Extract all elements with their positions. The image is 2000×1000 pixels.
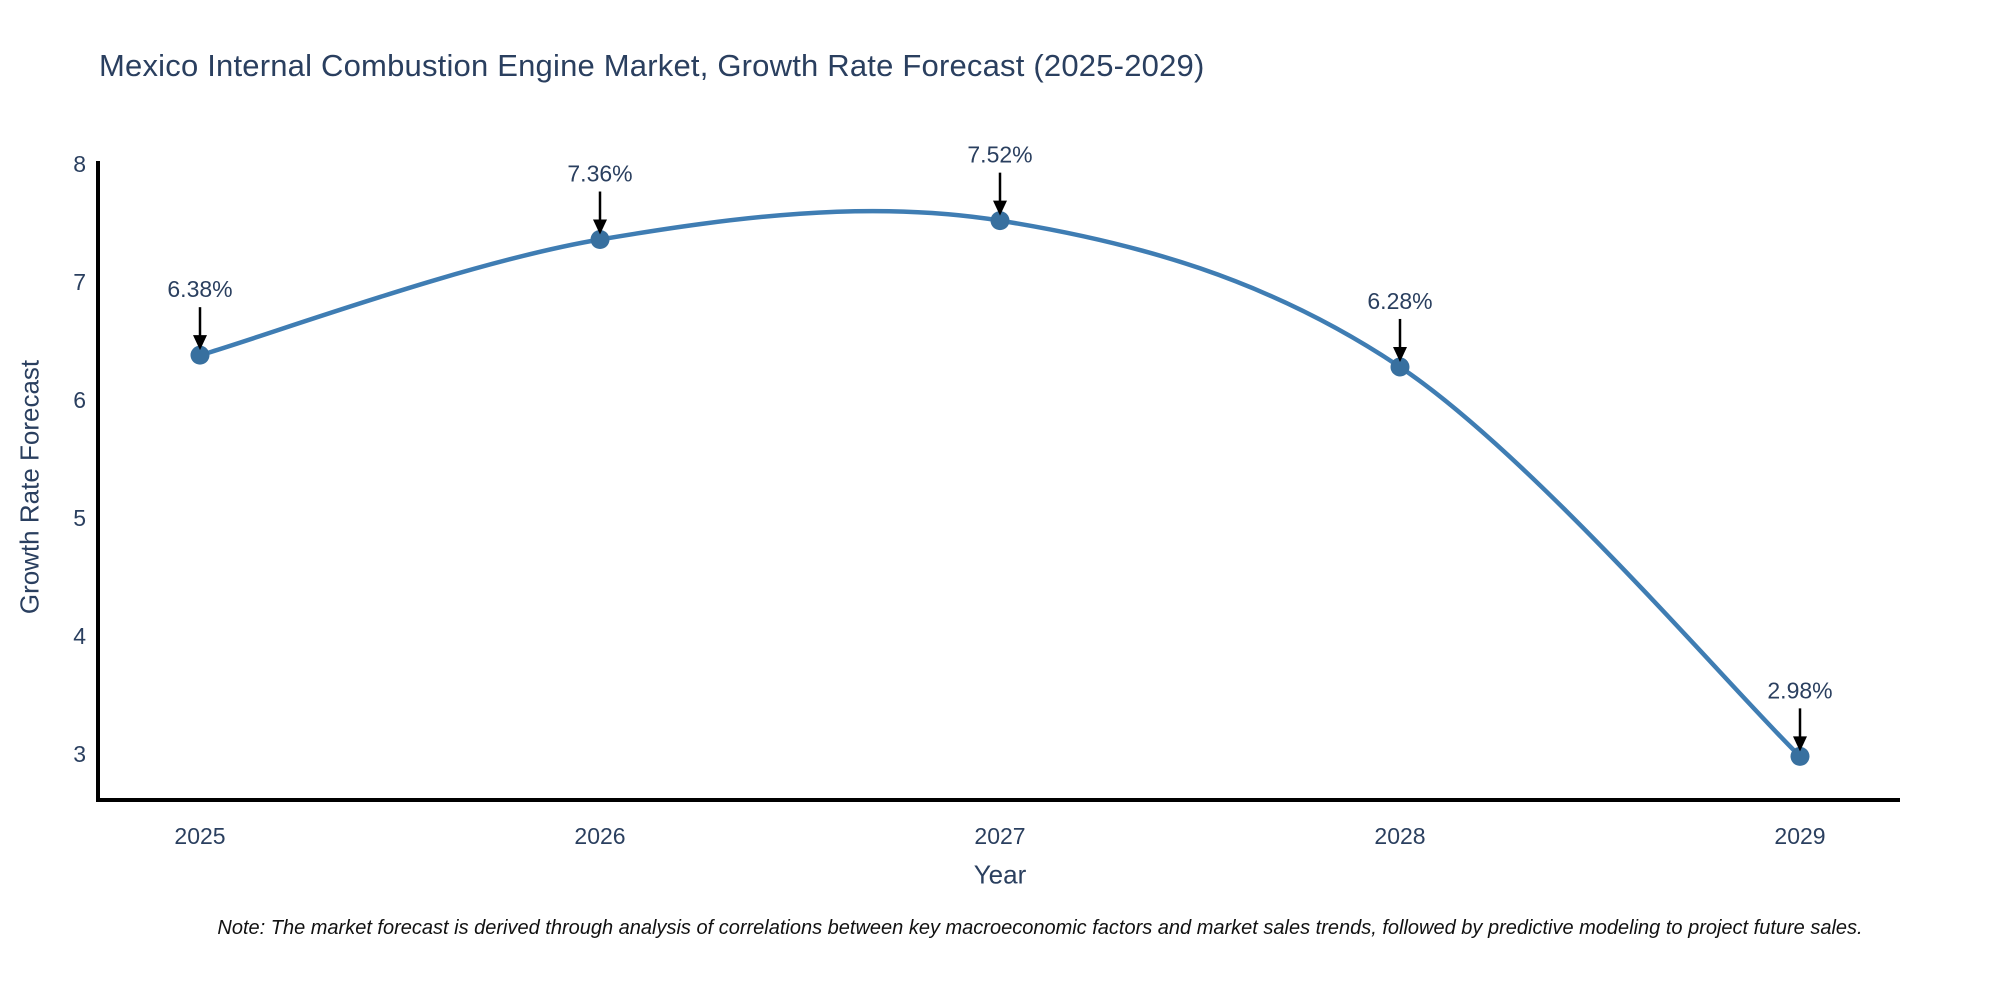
point-annotation: 7.36% [567, 161, 632, 187]
y-tick-label: 5 [73, 505, 86, 531]
x-axis-title: Year [973, 859, 1027, 890]
point-annotation: 6.38% [167, 276, 232, 302]
y-tick-label: 4 [73, 623, 86, 649]
point-annotation: 6.28% [1367, 288, 1432, 314]
y-tick-label: 8 [73, 151, 86, 177]
x-tick-label: 2028 [1374, 823, 1425, 849]
y-tick-label: 6 [73, 387, 86, 413]
data-point-2026[interactable] [590, 230, 610, 250]
y-axis-title: Growth Rate Forecast [14, 359, 45, 615]
x-tick-label: 2025 [174, 823, 225, 849]
annotation-arrowhead [1793, 736, 1807, 752]
data-point-2028[interactable] [1390, 357, 1410, 377]
x-tick-label: 2027 [974, 823, 1025, 849]
axis-lines [96, 161, 1900, 802]
footnote: Note: The market forecast is derived thr… [217, 917, 1863, 939]
x-tick-label: 2026 [574, 823, 625, 849]
data-point-2029[interactable] [1790, 746, 1810, 766]
annotation-arrowhead [1393, 346, 1407, 362]
trend-line [197, 208, 1803, 759]
chart-title: Mexico Internal Combustion Engine Market… [99, 48, 1205, 83]
data-point-2027[interactable] [990, 211, 1010, 231]
annotation-arrowhead [993, 200, 1007, 216]
y-tick-label: 3 [73, 741, 86, 767]
y-tick-label: 7 [73, 269, 86, 295]
point-annotation: 7.52% [967, 142, 1032, 168]
point-annotation: 2.98% [1767, 677, 1832, 703]
data-point-2025[interactable] [190, 345, 210, 365]
annotation-arrowhead [193, 335, 207, 351]
annotation-arrowhead [593, 219, 607, 235]
x-tick-label: 2029 [1774, 823, 1825, 849]
